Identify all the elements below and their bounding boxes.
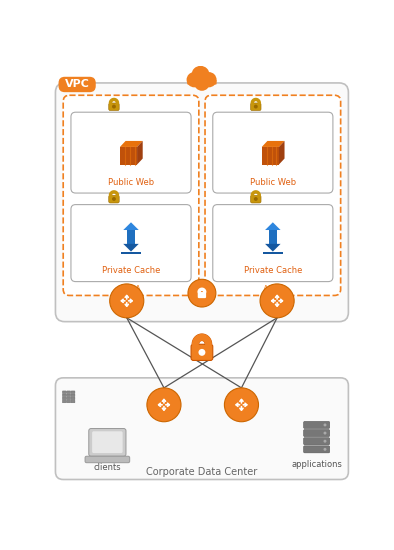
FancyBboxPatch shape xyxy=(304,430,330,437)
Text: Public Web: Public Web xyxy=(250,178,296,187)
Circle shape xyxy=(225,388,258,422)
Polygon shape xyxy=(269,230,277,237)
Circle shape xyxy=(254,197,258,201)
Circle shape xyxy=(323,432,327,434)
FancyBboxPatch shape xyxy=(67,400,71,403)
FancyBboxPatch shape xyxy=(304,438,330,445)
Text: AZ B: AZ B xyxy=(263,285,283,294)
FancyBboxPatch shape xyxy=(187,80,217,85)
Polygon shape xyxy=(279,141,284,164)
Polygon shape xyxy=(120,141,143,147)
Text: VPC: VPC xyxy=(65,80,89,90)
Circle shape xyxy=(323,448,327,451)
FancyBboxPatch shape xyxy=(67,394,71,397)
Polygon shape xyxy=(262,147,279,164)
Text: Corporate Data Center: Corporate Data Center xyxy=(146,467,258,477)
Circle shape xyxy=(110,284,144,318)
FancyBboxPatch shape xyxy=(63,95,199,295)
FancyBboxPatch shape xyxy=(251,195,261,203)
FancyBboxPatch shape xyxy=(304,421,330,428)
Polygon shape xyxy=(263,251,283,254)
FancyBboxPatch shape xyxy=(56,378,348,480)
Polygon shape xyxy=(120,147,137,164)
Polygon shape xyxy=(265,222,281,230)
FancyBboxPatch shape xyxy=(205,95,341,295)
FancyBboxPatch shape xyxy=(71,112,191,193)
Circle shape xyxy=(194,75,210,91)
Text: Public Web: Public Web xyxy=(108,178,154,187)
FancyBboxPatch shape xyxy=(56,83,348,322)
Circle shape xyxy=(112,197,116,201)
Polygon shape xyxy=(265,244,281,251)
Circle shape xyxy=(323,424,327,426)
FancyBboxPatch shape xyxy=(62,397,66,400)
Polygon shape xyxy=(269,237,277,244)
Text: Private Cache: Private Cache xyxy=(102,266,160,276)
Circle shape xyxy=(201,72,217,87)
Polygon shape xyxy=(123,244,139,251)
FancyBboxPatch shape xyxy=(109,195,119,203)
FancyBboxPatch shape xyxy=(198,292,206,298)
FancyBboxPatch shape xyxy=(71,397,75,400)
FancyBboxPatch shape xyxy=(62,400,66,403)
Circle shape xyxy=(254,104,258,108)
Circle shape xyxy=(323,440,327,443)
Text: AZ A: AZ A xyxy=(121,285,141,294)
FancyBboxPatch shape xyxy=(85,456,130,463)
FancyBboxPatch shape xyxy=(191,344,213,360)
FancyBboxPatch shape xyxy=(92,431,123,453)
Circle shape xyxy=(199,349,205,356)
FancyBboxPatch shape xyxy=(251,103,261,111)
FancyBboxPatch shape xyxy=(67,397,71,400)
Circle shape xyxy=(187,72,202,87)
Polygon shape xyxy=(262,141,284,147)
Circle shape xyxy=(260,284,294,318)
Text: applications: applications xyxy=(291,460,342,469)
Circle shape xyxy=(147,388,181,422)
Polygon shape xyxy=(127,230,135,237)
FancyBboxPatch shape xyxy=(67,391,71,394)
FancyBboxPatch shape xyxy=(71,205,191,282)
FancyBboxPatch shape xyxy=(71,394,75,397)
FancyBboxPatch shape xyxy=(109,103,119,111)
FancyBboxPatch shape xyxy=(213,112,333,193)
Polygon shape xyxy=(137,141,143,164)
Polygon shape xyxy=(121,251,141,254)
Polygon shape xyxy=(127,237,135,244)
FancyBboxPatch shape xyxy=(71,400,75,403)
FancyBboxPatch shape xyxy=(89,428,126,456)
Circle shape xyxy=(112,104,116,108)
Circle shape xyxy=(188,279,216,307)
FancyBboxPatch shape xyxy=(59,77,96,92)
FancyBboxPatch shape xyxy=(62,391,66,394)
Text: Private Cache: Private Cache xyxy=(243,266,302,276)
FancyBboxPatch shape xyxy=(62,394,66,397)
Circle shape xyxy=(191,66,210,84)
FancyBboxPatch shape xyxy=(71,391,75,394)
FancyBboxPatch shape xyxy=(213,205,333,282)
Text: clients: clients xyxy=(93,464,121,472)
Polygon shape xyxy=(123,222,139,230)
FancyBboxPatch shape xyxy=(304,446,330,453)
